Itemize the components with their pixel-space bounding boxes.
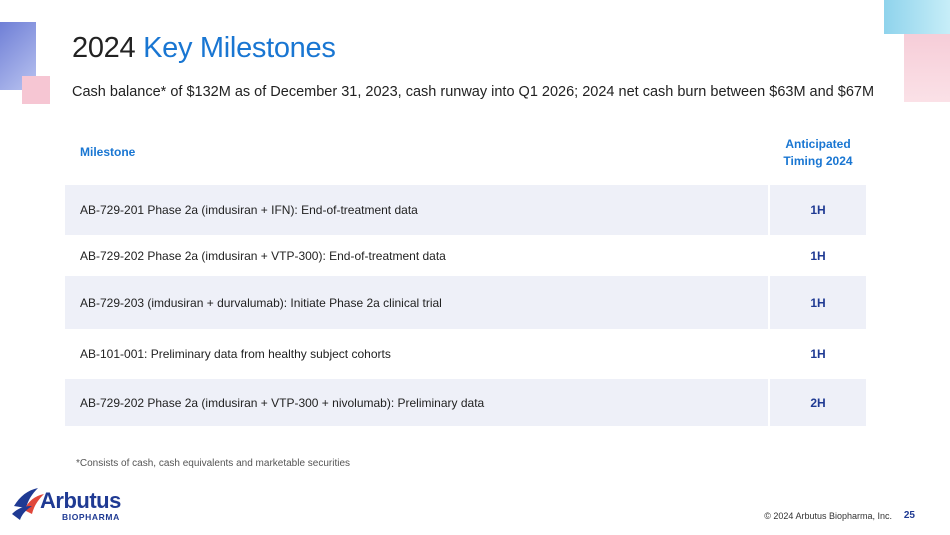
table-row: AB-729-202 Phase 2a (imdusiran + VTP-300… — [65, 235, 866, 276]
logo-wordmark: Arbutus — [40, 488, 121, 513]
table-row: AB-729-201 Phase 2a (imdusiran + IFN): E… — [65, 185, 866, 235]
title-accent: Key Milestones — [143, 32, 336, 64]
timing-cell: 1H — [768, 185, 866, 235]
milestones-table: AB-729-201 Phase 2a (imdusiran + IFN): E… — [65, 185, 866, 426]
milestone-cell: AB-101-001: Preliminary data from health… — [80, 347, 391, 361]
column-header-timing: Anticipated Timing 2024 — [770, 136, 866, 170]
decor-block-top-right — [884, 0, 950, 34]
decor-block-top-left-pink — [22, 76, 50, 104]
subtitle: Cash balance* of $132M as of December 31… — [72, 84, 875, 100]
arbutus-logo-icon — [12, 488, 44, 520]
table-row: AB-101-001: Preliminary data from health… — [65, 329, 866, 379]
timing-cell: 2H — [768, 379, 866, 426]
column-header-timing-line2: Timing 2024 — [783, 154, 853, 168]
footnote: *Consists of cash, cash equivalents and … — [76, 458, 351, 469]
timing-cell: 1H — [768, 235, 866, 276]
page-title: 2024 Key Milestones — [72, 30, 336, 66]
milestone-cell: AB-729-203 (imdusiran + durvalumab): Ini… — [80, 295, 442, 310]
timing-cell: 1H — [768, 276, 866, 329]
column-header-milestone: Milestone — [80, 145, 136, 159]
milestone-cell: AB-729-202 Phase 2a (imdusiran + VTP-300… — [80, 248, 446, 263]
logo-subtext: BIOPHARMA — [62, 512, 120, 522]
title-year: 2024 — [72, 32, 136, 64]
timing-cell: 1H — [768, 329, 866, 379]
copyright: © 2024 Arbutus Biopharma, Inc. — [764, 511, 892, 521]
milestone-cell: AB-729-201 Phase 2a (imdusiran + IFN): E… — [80, 203, 418, 217]
page-number: 25 — [903, 510, 915, 521]
column-header-timing-line1: Anticipated — [785, 137, 851, 151]
table-row: AB-729-203 (imdusiran + durvalumab): Ini… — [65, 276, 866, 329]
table-row: AB-729-202 Phase 2a (imdusiran + VTP-300… — [65, 379, 866, 426]
decor-block-top-right-pink — [904, 34, 950, 102]
milestone-cell: AB-729-202 Phase 2a (imdusiran + VTP-300… — [80, 395, 485, 410]
